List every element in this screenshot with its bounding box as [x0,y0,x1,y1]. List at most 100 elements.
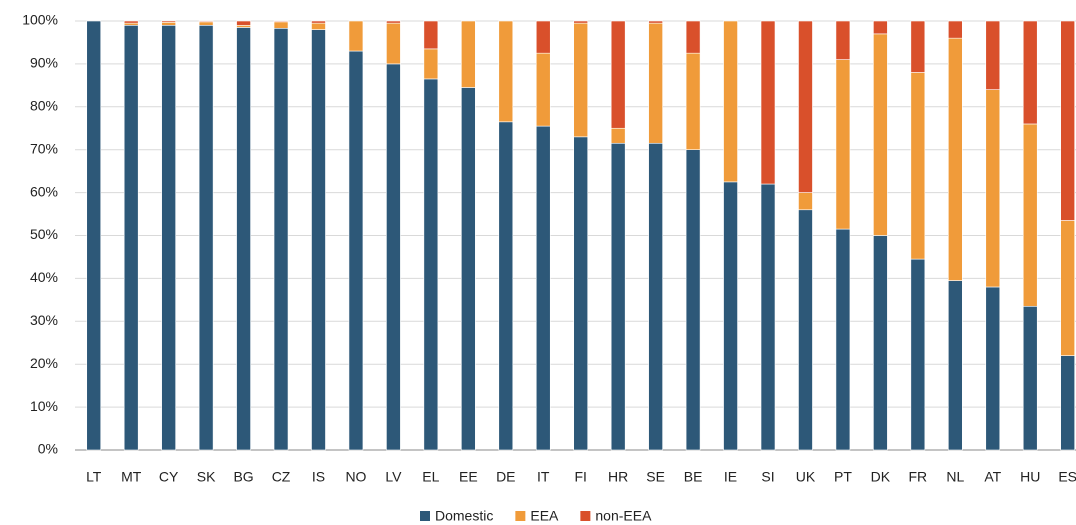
legend-swatch [515,511,526,521]
bar-segment [311,29,326,451]
bar-segment [498,121,514,451]
bar-segment [348,50,364,451]
bar-segment [123,22,139,26]
bar-segment [573,20,589,24]
bar-segment [1060,20,1075,221]
bar-segment [910,258,926,451]
x-tick-label: CY [159,469,179,485]
bar-segment [610,142,626,451]
bar-segment [348,20,364,52]
bar-segment [948,20,963,39]
bar-segment [798,209,813,451]
bar-segment [386,20,401,24]
x-tick-label: IS [312,469,325,485]
x-tick-label: ES [1058,469,1076,485]
bar-segment [910,20,926,73]
x-tick-label: SI [761,469,774,485]
x-tick-label: HU [1020,469,1040,485]
bar-segment [685,20,701,54]
legend-label: Domestic [435,508,493,524]
bar-segment [1022,305,1038,451]
bar-segment [198,24,214,451]
x-tick-label: LT [86,469,102,485]
x-tick-label: AT [984,469,1001,485]
legend-swatch [420,511,430,521]
bar-segment [386,63,401,451]
bar-segment [161,21,176,26]
bar-segment [798,20,813,193]
bar-segment [985,286,1001,451]
bar-segment [835,228,851,451]
bar-segment [236,27,251,451]
bar-segment [573,22,589,138]
bar-segment [236,20,251,26]
bar-segment [648,20,663,24]
bar-segment [948,280,963,451]
y-tick-label: 80% [30,98,58,114]
x-tick-label: SE [646,469,665,485]
bar-segment [985,89,1001,288]
bar-segment [423,48,439,80]
bar-segment [610,127,626,144]
x-tick-label: FR [909,469,928,485]
x-tick-label: CZ [272,469,291,485]
y-tick-label: 70% [30,140,58,156]
x-tick-label: BE [684,469,703,485]
bar-segment [910,72,926,260]
bar-segment [198,20,214,23]
bar-segment [798,192,813,211]
x-tick-label: PT [834,469,852,485]
bar-segment [198,21,214,26]
bar-segment [685,52,701,151]
bar-segment [723,20,738,183]
y-tick-label: 10% [30,398,58,414]
bar-segment [648,22,663,144]
legend-label: EEA [530,508,559,524]
x-tick-label: EL [422,469,439,485]
bar-segment [985,20,1001,90]
y-tick-label: 50% [30,226,58,242]
bar-segment [1060,220,1075,356]
y-tick-label: 100% [22,12,58,28]
bar-segment [86,20,102,451]
y-tick-label: 20% [30,355,58,371]
x-tick-label: HR [608,469,628,485]
bar-segment [535,20,551,54]
bar-segment [835,59,851,230]
x-tick-label: SK [197,469,216,485]
bar-segment [535,52,551,127]
x-tick-label: UK [796,469,816,485]
bar-segment [461,20,476,88]
bar-segment [123,24,139,451]
bar-segment [498,20,514,123]
y-tick-label: 90% [30,55,58,71]
bar-segment [873,235,888,451]
x-tick-label: IT [537,469,550,485]
y-tick-label: 30% [30,312,58,328]
x-tick-label: IE [724,469,737,485]
legend-swatch [580,511,591,521]
bar-segment [273,20,289,23]
bar-segment [423,78,439,451]
x-tick-label: LV [385,469,402,485]
x-tick-label: DE [496,469,515,485]
y-tick-label: 0% [38,441,58,457]
x-tick-label: NO [345,469,366,485]
bar-segment [835,20,851,60]
bar-segment [723,181,738,451]
bar-segment [535,125,551,451]
bar-segment [161,24,176,451]
x-tick-label: DK [871,469,891,485]
bar-segment [311,20,326,24]
bar-segment [573,136,589,451]
bar-segment [423,20,439,50]
bar-segment [273,27,289,451]
bar-segment [685,149,701,451]
y-tick-label: 60% [30,183,58,199]
bar-segment [873,20,888,35]
x-tick-label: MT [121,469,142,485]
bar-segment [760,183,776,451]
bar-segment [161,20,176,23]
bar-segment [873,33,888,236]
